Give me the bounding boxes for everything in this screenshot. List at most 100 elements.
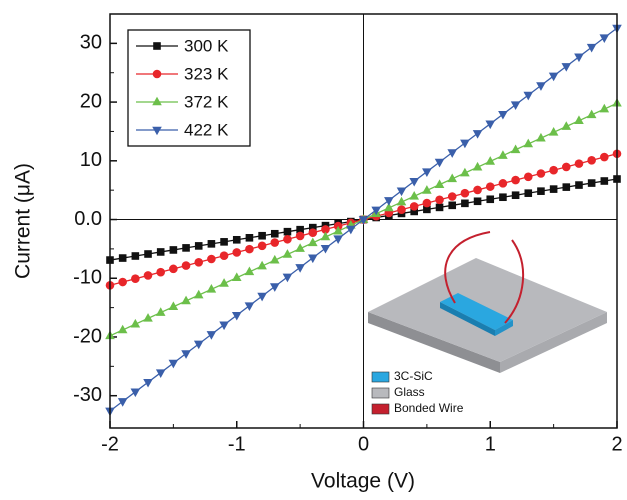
marker — [460, 188, 470, 198]
marker — [587, 179, 596, 187]
marker — [537, 187, 545, 195]
x-tick-label: -1 — [228, 433, 246, 455]
marker — [155, 307, 166, 316]
marker — [435, 203, 444, 212]
marker — [270, 238, 280, 247]
wire — [504, 239, 525, 324]
marker — [485, 120, 496, 130]
marker — [498, 110, 508, 120]
x-tick-label: 2 — [611, 433, 622, 455]
y-tick-label: 20 — [80, 90, 102, 112]
marker — [269, 283, 280, 292]
marker — [283, 227, 292, 236]
legend-label: 372 K — [184, 92, 229, 111]
marker — [536, 82, 546, 91]
marker — [358, 216, 369, 225]
marker — [586, 43, 597, 53]
marker — [207, 240, 216, 248]
legend-label: 422 K — [184, 120, 229, 139]
marker — [409, 177, 419, 187]
marker — [586, 109, 597, 119]
marker — [485, 182, 495, 191]
marker — [143, 313, 153, 322]
marker — [523, 172, 533, 182]
marker — [523, 138, 534, 148]
x-tick-label: -2 — [101, 433, 119, 455]
marker — [117, 324, 128, 334]
marker — [320, 244, 331, 254]
marker — [282, 273, 293, 283]
marker — [486, 195, 495, 204]
y-tick-label: 30 — [80, 32, 102, 54]
marker — [447, 149, 458, 158]
marker — [599, 103, 610, 113]
marker — [561, 63, 572, 72]
marker — [257, 292, 267, 302]
marker — [193, 289, 204, 299]
marker — [231, 272, 242, 281]
marker — [548, 72, 559, 82]
marker — [232, 248, 242, 257]
y-axis-title: Current (μA) — [12, 163, 35, 279]
marker — [155, 369, 166, 378]
marker — [244, 266, 255, 276]
marker — [321, 225, 330, 234]
marker — [168, 301, 179, 311]
marker — [447, 192, 457, 201]
marker — [548, 127, 559, 136]
marker — [434, 179, 445, 188]
marker — [143, 271, 153, 280]
marker — [384, 197, 394, 206]
legend-label: 300 K — [184, 36, 229, 55]
marker — [562, 162, 571, 172]
inset-label: 3C-SiC — [394, 369, 433, 383]
marker — [169, 246, 178, 254]
marker — [574, 53, 584, 63]
marker — [461, 199, 469, 208]
legend-box — [127, 29, 251, 147]
marker — [320, 231, 331, 241]
inset-label: Glass — [394, 385, 425, 399]
marker — [269, 254, 280, 264]
marker — [152, 69, 162, 79]
marker — [257, 241, 267, 251]
marker — [575, 181, 583, 189]
inset-label: Bonded Wire — [394, 401, 464, 415]
y-tick-label: -20 — [73, 325, 102, 347]
marker — [448, 201, 457, 210]
marker — [193, 340, 204, 350]
marker — [283, 234, 292, 244]
y-tick-label: 0.0 — [74, 208, 102, 230]
marker — [422, 168, 432, 177]
marker — [231, 311, 242, 321]
marker — [524, 189, 533, 197]
x-axis-title: Voltage (V) — [311, 470, 415, 493]
marker — [181, 261, 191, 270]
marker — [473, 197, 482, 206]
marker — [143, 378, 153, 388]
marker — [562, 183, 571, 191]
marker — [384, 202, 394, 212]
marker — [600, 152, 609, 162]
marker — [511, 175, 520, 185]
marker — [499, 193, 507, 202]
x-tick-label: 1 — [485, 433, 496, 455]
marker — [270, 229, 279, 238]
marker — [131, 252, 140, 260]
marker — [295, 231, 305, 241]
marker — [498, 150, 508, 159]
marker — [409, 202, 419, 211]
marker — [169, 264, 178, 274]
marker — [309, 223, 317, 232]
marker — [152, 126, 162, 136]
marker — [574, 159, 584, 168]
marker — [257, 260, 267, 270]
marker — [308, 254, 318, 264]
sic-side — [440, 302, 495, 336]
marker — [333, 235, 343, 244]
marker — [561, 121, 572, 130]
marker — [435, 195, 444, 205]
marker — [131, 274, 140, 284]
marker — [244, 302, 255, 311]
